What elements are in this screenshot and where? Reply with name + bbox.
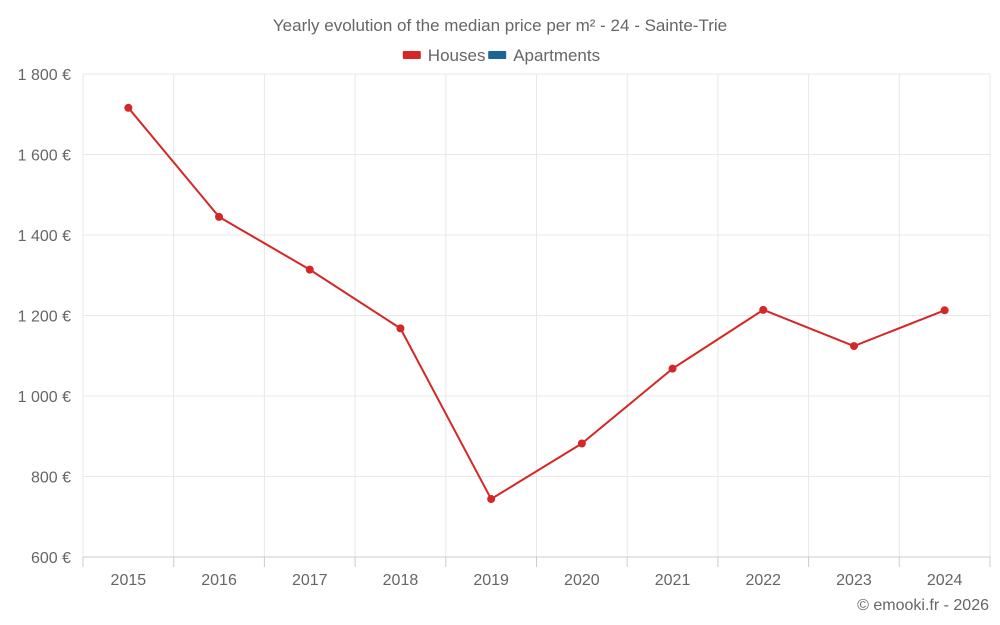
y-tick-label: 1 200 € [18, 309, 71, 326]
x-axis-ticks: 2015 2016 2017 2018 2019 2020 2021 2022 2023 2024 [82, 557, 991, 589]
x-tick-label: 2017 [292, 572, 328, 589]
legend-item-houses[interactable]: Houses [402, 46, 486, 65]
data-point[interactable] [215, 212, 224, 221]
chart-title: Yearly evolution of the median price per… [273, 16, 727, 35]
data-point[interactable] [940, 306, 949, 315]
x-tick-label: 2018 [383, 572, 419, 589]
legend-item-apartments[interactable]: Apartments [488, 46, 600, 65]
y-tick-label: 1 800 € [18, 67, 71, 84]
y-tick-label: 600 € [31, 550, 71, 567]
y-grid-lines [83, 73, 990, 477]
data-point[interactable] [305, 265, 314, 274]
x-tick-label: 2023 [836, 572, 872, 589]
y-tick-label: 800 € [31, 470, 71, 487]
x-tick-label: 2024 [927, 572, 963, 589]
data-point[interactable] [577, 439, 586, 448]
x-tick-label: 2016 [201, 572, 237, 589]
legend-swatch [402, 51, 421, 59]
x-tick-label: 2021 [655, 572, 691, 589]
y-tick-label: 1 400 € [18, 228, 71, 245]
data-point[interactable] [759, 305, 768, 314]
credit-text: © emooki.fr - 2026 [857, 597, 989, 614]
x-tick-label: 2015 [111, 572, 147, 589]
y-tick-label: 1 000 € [18, 389, 71, 406]
series-line [127, 107, 946, 501]
legend-label: Houses [428, 46, 486, 65]
data-point[interactable] [396, 324, 405, 333]
legend-label: Apartments [513, 46, 600, 65]
series-layer [124, 103, 949, 504]
data-point[interactable] [668, 364, 677, 373]
data-point[interactable] [124, 103, 133, 112]
chart-legend: Houses Apartments [402, 46, 600, 65]
y-tick-label: 1 600 € [18, 148, 71, 165]
y-axis-ticks: 600 € 800 € 1 000 € 1 200 € 1 400 € 1 600 € 1 … [18, 67, 71, 567]
series-houses [124, 103, 949, 504]
x-tick-label: 2020 [564, 572, 600, 589]
x-tick-label: 2019 [473, 572, 509, 589]
x-tick-label: 2022 [745, 572, 781, 589]
data-point[interactable] [487, 495, 496, 504]
legend-swatch [488, 51, 507, 59]
data-point[interactable] [849, 342, 858, 351]
